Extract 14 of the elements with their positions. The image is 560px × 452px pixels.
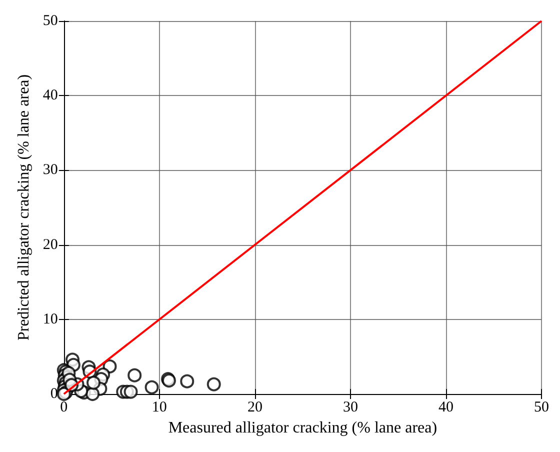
x-tick-label: 30	[342, 400, 358, 416]
x-axis-title: Measured alligator cracking (% lane area)	[168, 420, 438, 436]
x-tick-label: 50	[534, 400, 549, 416]
y-tick-label: 20	[42, 236, 58, 253]
x-tick-label: 40	[438, 400, 454, 416]
x-tick-label: 0	[60, 400, 68, 416]
y-tick-label: 0	[50, 386, 58, 402]
y-tick-label: 30	[42, 162, 58, 178]
y-tick-label: 10	[42, 311, 58, 328]
x-tick-label: 20	[247, 400, 262, 416]
y-axis-title: Predicted alligator cracking (% lane area)	[16, 74, 32, 341]
y-tick-label: 40	[42, 88, 58, 104]
y-tick-label: 50	[42, 13, 58, 29]
x-tick-label: 10	[152, 400, 167, 416]
